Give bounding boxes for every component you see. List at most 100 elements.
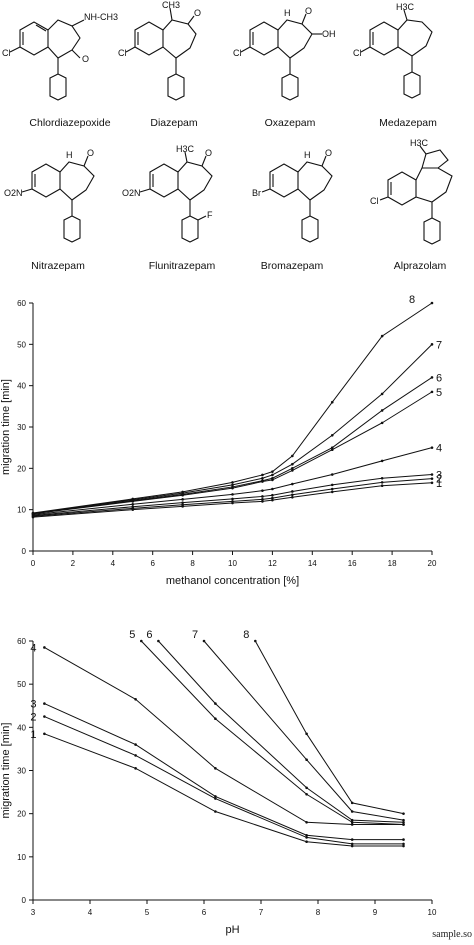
x-tick-label: 16: [348, 559, 357, 568]
data-point: [214, 810, 217, 813]
data-point: [157, 639, 160, 643]
x-tick-label: 0: [31, 559, 36, 568]
data-point: [350, 810, 354, 813]
atom-label: O: [87, 148, 94, 158]
series-line: [203, 640, 404, 821]
data-point: [380, 392, 384, 396]
data-point: [261, 498, 264, 501]
y-tick-label: 60: [17, 299, 26, 308]
data-point: [271, 498, 274, 502]
structure-name: Nitrazepam: [31, 260, 85, 272]
data-point: [271, 470, 274, 473]
y-tick-label: 40: [17, 382, 26, 391]
data-point: [350, 844, 354, 848]
atom-label: H3C: [176, 144, 195, 154]
y-tick-label: 50: [17, 680, 26, 689]
data-point: [402, 842, 405, 846]
x-axis-label: methanol concentration [%]: [166, 575, 299, 587]
series-4: [31, 446, 434, 516]
series-8: [254, 639, 405, 815]
y-tick-label: 10: [17, 853, 26, 862]
series-label: 4: [436, 443, 442, 455]
data-point: [350, 801, 354, 805]
atom-label: H: [284, 8, 291, 18]
structure-name: Flunitrazepam: [149, 260, 216, 272]
structure-diazepam: [125, 7, 197, 101]
data-point: [380, 334, 384, 338]
series-line: [254, 640, 404, 815]
data-point: [31, 511, 35, 515]
atom-label: H3C: [396, 2, 415, 12]
data-point: [231, 497, 234, 501]
data-point: [380, 421, 384, 425]
data-point: [305, 792, 308, 796]
series-label: 6: [146, 629, 152, 641]
data-point: [131, 505, 135, 509]
series-label: 1: [30, 729, 36, 741]
data-point: [134, 767, 137, 770]
data-point: [305, 821, 308, 824]
data-point: [305, 758, 308, 762]
series-5: [31, 390, 434, 516]
data-point: [131, 502, 135, 506]
data-point: [261, 479, 264, 483]
data-point: [430, 477, 434, 480]
series-line: [44, 647, 404, 825]
atom-label: H3C: [410, 138, 429, 148]
data-point: [214, 767, 217, 770]
data-point: [134, 754, 137, 757]
structure-alprazolam: [379, 145, 453, 245]
x-tick-label: 4: [111, 559, 116, 568]
data-point: [402, 812, 405, 815]
data-point: [380, 481, 384, 484]
data-point: [181, 503, 184, 507]
x-tick-label: 20: [428, 559, 437, 568]
x-tick-label: 10: [428, 908, 437, 917]
data-point: [402, 823, 405, 826]
data-point: [430, 376, 434, 379]
data-point: [430, 473, 434, 476]
data-point: [350, 818, 354, 822]
data-point: [261, 489, 264, 492]
data-point: [402, 844, 405, 848]
data-point: [402, 818, 405, 822]
chart-methanol: 0 10 20 30 40 50 60 0 2 4 6 8 10 12 14 16 18 20 methanol c…: [0, 285, 474, 610]
data-point: [430, 301, 434, 305]
data-point: [380, 484, 384, 487]
atom-label: O: [194, 8, 201, 18]
structure-name: Chlordiazepoxide: [29, 117, 110, 129]
data-point: [134, 697, 137, 701]
data-point: [305, 786, 308, 790]
data-point: [380, 409, 384, 412]
series-label: 8: [243, 629, 249, 641]
data-point: [330, 483, 334, 487]
series-line: [158, 640, 404, 823]
atom-label: H: [304, 150, 311, 160]
data-point: [271, 493, 274, 497]
structures-panel: Cl NH-CH3 O Cl CH3 O Cl H O OH Cl H3C O2…: [0, 0, 474, 285]
data-point: [231, 485, 234, 489]
series-label: 3: [30, 699, 36, 711]
data-point: [231, 481, 234, 484]
x-tick-label: 6: [150, 559, 155, 568]
series-label: 7: [192, 629, 198, 641]
chart-ph: 0 10 20 30 40 50 60 3 4 5 6 7 8 9 10 pH migration time […: [0, 612, 474, 940]
data-point: [430, 446, 434, 449]
data-point: [291, 482, 294, 486]
data-point: [291, 462, 294, 466]
data-point: [305, 833, 308, 837]
series-7: [202, 639, 405, 822]
data-point: [214, 797, 217, 800]
atom-label: Br: [252, 188, 261, 198]
series-8: [31, 301, 434, 515]
atom-label: CH3: [162, 0, 180, 10]
x-tick-label: 4: [88, 908, 93, 917]
data-point: [291, 490, 294, 493]
x-tick-label: 2: [71, 559, 76, 568]
series-label: 1: [436, 478, 442, 490]
x-tick-label: 8: [316, 908, 321, 917]
atom-label: O: [82, 54, 89, 64]
y-axis-label: migration time [min]: [0, 723, 12, 819]
